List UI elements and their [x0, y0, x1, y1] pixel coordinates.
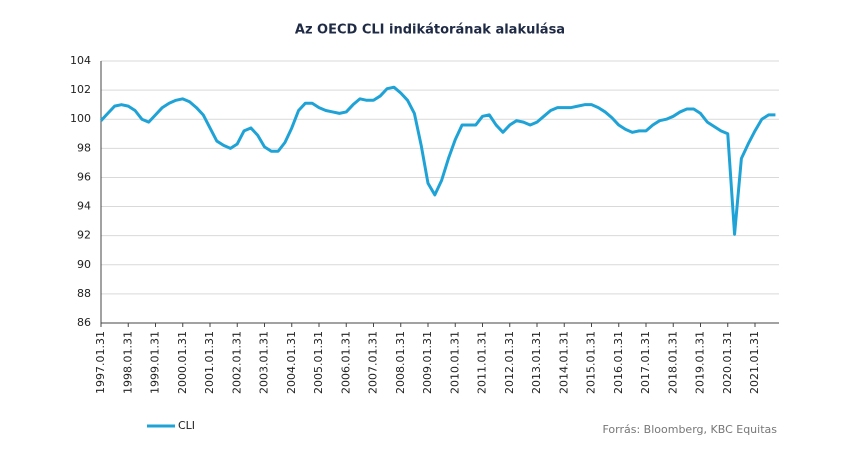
x-tick-label: 2017.01.31: [639, 331, 652, 394]
x-tick-label: 2000.01.31: [176, 331, 189, 394]
x-tick-label: 1998.01.31: [121, 331, 134, 394]
x-tick-label: 2001.01.31: [203, 331, 216, 394]
x-tick-label: 2005.01.31: [312, 331, 325, 394]
x-tick-label: 2021.01.31: [748, 331, 761, 394]
source-note: Forrás: Bloomberg, KBC Equitas: [602, 423, 777, 436]
y-tick-label: 88: [77, 287, 91, 300]
y-tick-label: 104: [70, 54, 91, 67]
y-tick-label: 96: [77, 170, 91, 183]
x-tick-label: 2014.01.31: [557, 331, 570, 394]
x-tick-label: 2006.01.31: [339, 331, 352, 394]
legend-label: CLI: [178, 419, 195, 432]
x-tick-label: 2009.01.31: [421, 331, 434, 394]
x-tick-label: 2004.01.31: [285, 331, 298, 394]
x-tick-label: 1999.01.31: [149, 331, 162, 394]
y-tick-label: 94: [77, 200, 91, 213]
x-tick-label: 2016.01.31: [612, 331, 625, 394]
y-tick-label: 98: [77, 141, 91, 154]
line-series: [99, 85, 776, 236]
x-tick-label: 2019.01.31: [694, 331, 707, 394]
x-tick-label: 2002.01.31: [230, 331, 243, 394]
y-tick-label: 86: [77, 316, 91, 329]
x-tick-label: 2011.01.31: [476, 331, 489, 394]
y-tick-label: 100: [70, 112, 91, 125]
x-tick-label: 2020.01.31: [721, 331, 734, 394]
x-tick-label: 2010.01.31: [448, 331, 461, 394]
x-tick-label: 2003.01.31: [258, 331, 271, 394]
x-tick-label: 2013.01.31: [530, 331, 543, 394]
y-tick-label: 102: [70, 83, 91, 96]
x-tick-label: 2015.01.31: [585, 331, 598, 394]
x-tick-label: 2007.01.31: [367, 331, 380, 394]
x-tick-label: 2008.01.31: [394, 331, 407, 394]
x-tick-label: 2018.01.31: [666, 331, 679, 394]
y-tick-label: 92: [77, 229, 91, 242]
x-tick-label: 2012.01.31: [503, 331, 516, 394]
chart-title: Az OECD CLI indikátorának alakulása: [295, 23, 565, 38]
y-tick-label: 90: [77, 258, 91, 271]
x-tick-label: 1997.01.31: [94, 331, 107, 394]
